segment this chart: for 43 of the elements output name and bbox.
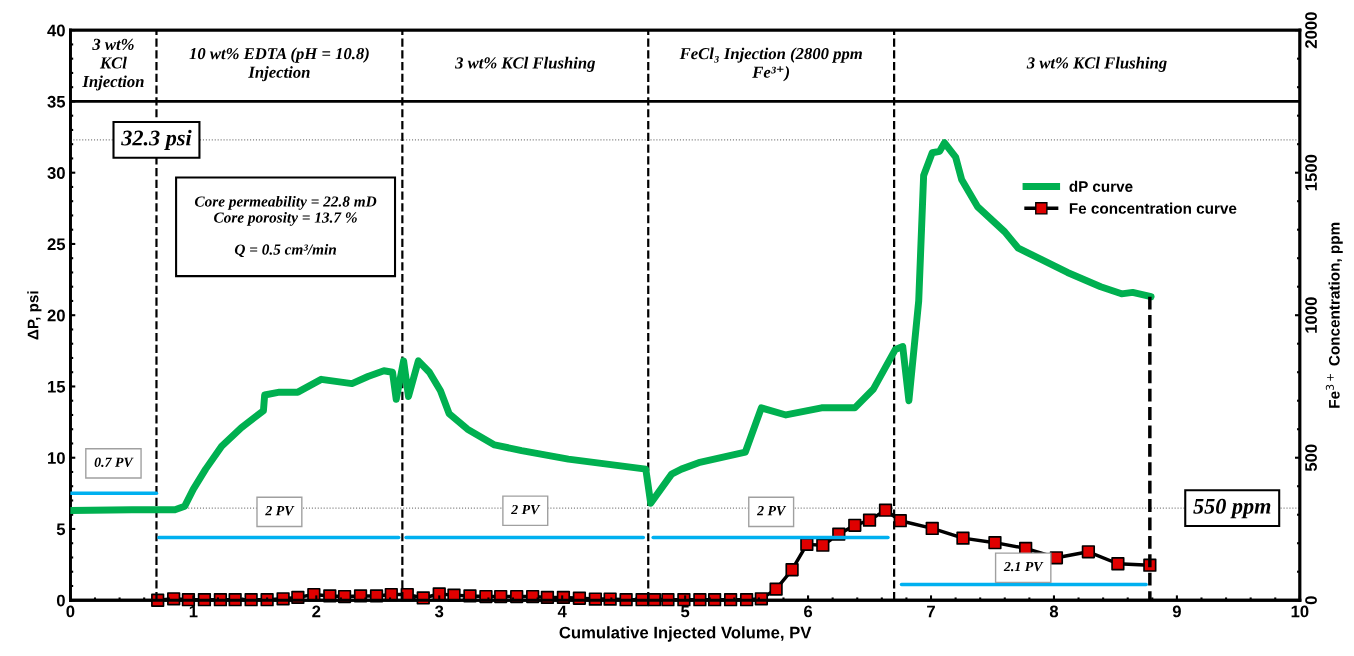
annotation: 2 PV [511, 504, 541, 515]
y-tick-label: 40 [47, 24, 65, 37]
annotation: FeCl₃ Injection (2800 ppm Fe³⁺) [679, 47, 862, 82]
x-tick-label: 0 [66, 605, 75, 618]
x-tick-label: 2 [312, 605, 321, 618]
annotation: 3 wt% KCl Flushing [1026, 56, 1167, 72]
y2-tick-label: 2000 [1305, 12, 1317, 49]
ref-line-label: 32.3 psi [121, 129, 192, 150]
x-tick-label: 6 [804, 605, 813, 618]
y-tick-label: 15 [48, 381, 66, 393]
x-tick-label: 10 [1291, 605, 1309, 618]
legend-label: Fe concentration curve [1069, 202, 1237, 214]
annotation: 3 wt% KCl Injection [82, 38, 144, 91]
y-tick-label: 0 [56, 594, 65, 607]
y-tick-label: 20 [47, 309, 65, 322]
x-tick-label: 1 [189, 605, 198, 618]
y2-tick-label: 0 [1305, 596, 1317, 605]
annotation: 2 PV [265, 506, 295, 516]
annotation: 2 PV [756, 506, 787, 516]
x-tick-label: 5 [681, 605, 690, 618]
annotation: 0.7 PV [94, 457, 134, 467]
y-tick-label: 10 [48, 452, 65, 464]
x-tick-label: 4 [557, 605, 567, 618]
y2-axis-title: Fe$^{3+}$ Concentration, ppm [1325, 222, 1343, 408]
ref-line-label: 550 ppm [1193, 498, 1271, 519]
annotation: 3 wt% KCl Flushing [455, 56, 596, 72]
y-tick-label: 25 [47, 238, 66, 251]
x-tick-label: 7 [927, 605, 935, 618]
y-tick-label: 35 [47, 95, 66, 108]
annotation: 10 wt% EDTA (pH = 10.8) Injection [189, 47, 369, 82]
x-tick-label: 3 [434, 605, 444, 618]
annotation: 2.1 PV [1003, 561, 1044, 572]
y2-tick-label: 1000 [1305, 297, 1317, 333]
annotation: Core permeability = 22.8 mD Core porosity = 13.7 % Q = 0.5 cm³/min [194, 195, 377, 258]
y-tick-label: 5 [56, 523, 66, 536]
x-tick-label: 9 [1172, 605, 1181, 618]
y2-tick-label: 1500 [1305, 154, 1317, 191]
y-axis-title: ΔP, psi [27, 291, 42, 340]
legend-label: dP curve [1069, 180, 1133, 192]
y2-tick-label: 500 [1305, 444, 1317, 472]
y-tick-label: 30 [47, 167, 65, 179]
x-tick-label: 8 [1049, 605, 1059, 618]
x-axis-title: Cumulative Injected Volume, PV [559, 626, 812, 642]
